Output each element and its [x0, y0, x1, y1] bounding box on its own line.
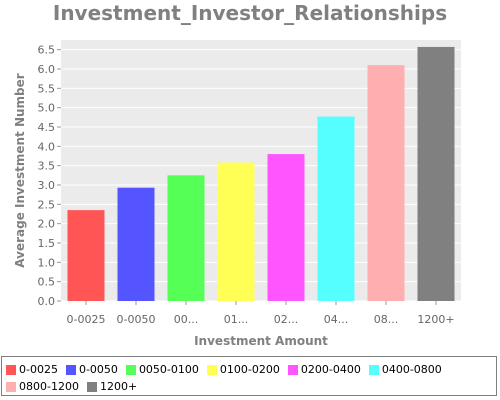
legend-swatch	[6, 364, 16, 375]
bar-0400-0800	[317, 116, 355, 301]
x-tick-label: 04...	[324, 313, 349, 326]
legend-swatch	[6, 381, 16, 392]
bar-0-0050	[117, 187, 155, 301]
x-tick-label: 01...	[224, 313, 249, 326]
legend-item: 0400-0800	[368, 361, 442, 378]
bar-0800-1200	[367, 65, 405, 301]
legend-label: 0-0025	[19, 363, 58, 376]
legend-item: 0050-0100	[125, 361, 199, 378]
legend-label: 0050-0100	[138, 363, 199, 376]
legend-swatch	[287, 364, 298, 375]
legend-label: 0-0050	[78, 363, 118, 376]
y-tick-label: 6.0	[38, 63, 56, 76]
y-tick-label: 1.0	[38, 256, 56, 269]
x-tick-label: 02...	[274, 313, 299, 326]
y-tick-label: 4.5	[38, 121, 56, 134]
legend-label: 0200-0400	[300, 363, 361, 376]
bar-0200-0400	[267, 154, 305, 301]
legend-item: 0200-0400	[287, 361, 361, 378]
legend-item: 0-0050	[65, 361, 118, 378]
y-tick-label: 3.0	[38, 179, 56, 192]
legend-swatch	[206, 364, 217, 375]
legend: 0-0025 0-0050 0050-0100 0100-0200 0200-0400 0…	[1, 356, 497, 396]
y-tick-label: 1.5	[38, 237, 56, 250]
bar-0050-0100	[167, 175, 205, 301]
legend-swatch	[125, 364, 136, 375]
bars	[67, 46, 455, 302]
x-tick-label: 0-0025	[67, 313, 106, 326]
legend-item: 1200+	[86, 378, 138, 395]
bar-0-0025	[67, 210, 105, 301]
x-tick-label: 1200+	[417, 313, 454, 326]
legend-item: 0800-1200	[6, 378, 79, 395]
legend-swatch	[65, 364, 76, 375]
y-axis-ticks: 0.0 0.5 1.0 1.5 2.0 2.5 3.0 3.5 4.0 4.5 5.0 5.5 6.0 6…	[38, 44, 61, 308]
legend-label: 0100-0200	[219, 363, 280, 376]
legend-item: 0100-0200	[206, 361, 280, 378]
bar-0100-0200	[217, 162, 255, 301]
x-tick-label: 00...	[174, 313, 199, 326]
y-tick-label: 0.0	[38, 295, 56, 308]
legend-label: 0400-0800	[381, 363, 442, 376]
x-axis-ticks: 0-0025 0-0050 00... 01... 02... 04... 08... 120…	[67, 301, 455, 326]
legend-swatch	[368, 364, 379, 375]
chart-title: Investment_Investor_Relationships	[53, 1, 447, 25]
x-axis-label: Investment Amount	[194, 334, 328, 348]
y-tick-label: 2.5	[38, 198, 56, 211]
y-tick-label: 4.0	[38, 140, 56, 153]
y-tick-label: 5.5	[38, 82, 56, 95]
y-tick-label: 0.5	[38, 276, 56, 289]
legend-swatch	[86, 381, 97, 392]
y-tick-label: 6.5	[38, 44, 56, 57]
y-tick-label: 5.0	[38, 102, 56, 115]
legend-label: 1200+	[99, 380, 138, 393]
y-tick-label: 3.5	[38, 160, 56, 173]
x-tick-label: 08...	[374, 313, 399, 326]
x-tick-label: 0-0050	[117, 313, 156, 326]
bar-1200+	[417, 46, 455, 302]
y-tick-label: 2.0	[38, 218, 56, 231]
legend-item: 0-0025	[6, 361, 58, 378]
y-axis-label: Average Investment Number	[13, 73, 27, 268]
legend-label: 0800-1200	[19, 380, 79, 393]
